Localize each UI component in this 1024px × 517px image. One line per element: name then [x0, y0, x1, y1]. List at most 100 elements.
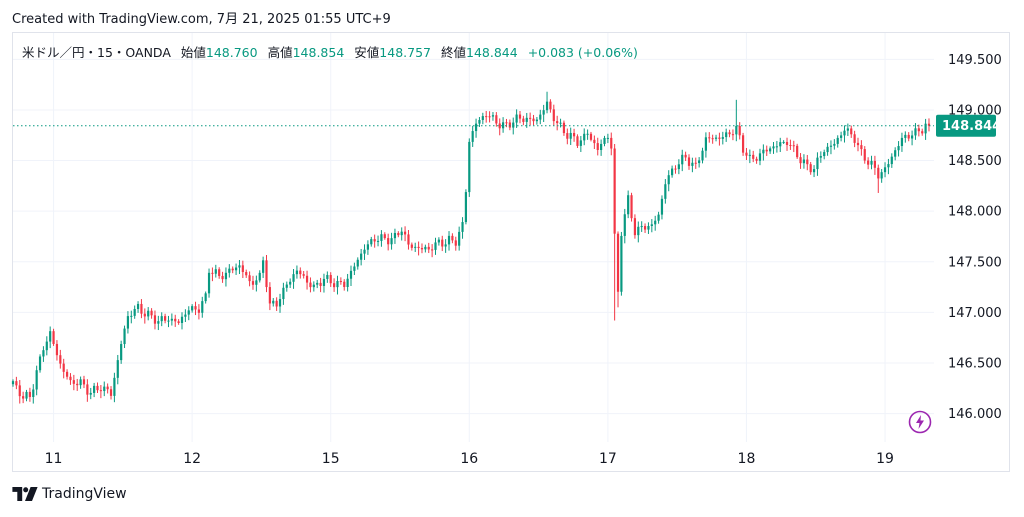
candle-body [806, 159, 809, 165]
candle-body [616, 233, 620, 292]
candle-body [569, 132, 572, 139]
candle-body [512, 122, 515, 128]
candle-body [221, 275, 224, 280]
candle-body [843, 130, 846, 136]
candle-body [461, 222, 464, 232]
candle-body [654, 220, 657, 225]
candle-body [731, 134, 735, 136]
candle-body [894, 150, 897, 157]
candle-body [782, 141, 785, 143]
candle-body [238, 265, 241, 268]
candle-body [245, 272, 248, 276]
candle-body [397, 232, 400, 236]
candle-body [772, 146, 775, 149]
candle-body [860, 145, 863, 150]
candle-body [714, 137, 718, 139]
candle-body [529, 117, 532, 119]
candle-body [522, 118, 525, 122]
candle-body [309, 282, 312, 288]
candle-body [255, 280, 258, 285]
candle-body [59, 355, 62, 364]
candle-body [640, 226, 643, 228]
candle-body [627, 195, 630, 215]
candle-body [572, 132, 576, 137]
candle-body [444, 244, 447, 247]
candle-body [576, 136, 579, 146]
candle-body [62, 363, 65, 372]
candle-body [373, 239, 376, 242]
candle-body [525, 117, 528, 122]
last-price-badge-bg [936, 114, 996, 137]
candle-body [823, 152, 826, 157]
candle-body [708, 137, 711, 139]
candle-body [431, 249, 434, 251]
candle-body [556, 121, 559, 124]
candle-body [819, 156, 822, 158]
candle-body [775, 146, 778, 148]
candle-body [633, 218, 637, 236]
footer-brand[interactable]: TradingView [12, 486, 127, 502]
candle-body [147, 310, 150, 317]
candle-body [360, 253, 363, 260]
price-axis: 149.500 149.000 148.500 148.000 147.500 147.0… [948, 53, 1002, 422]
candle-body [339, 281, 342, 283]
candle-body [762, 149, 765, 154]
high-label: 高値 [267, 45, 293, 60]
candle-body [877, 167, 880, 179]
candle-body [583, 133, 586, 141]
candle-body [434, 242, 437, 250]
candle-body [769, 148, 772, 152]
candle-body [15, 381, 18, 386]
candle-body [914, 128, 917, 136]
candle-body [867, 160, 870, 165]
candle-body [637, 226, 640, 236]
y-tick-label: 146.500 [948, 357, 1002, 372]
candle-body [55, 343, 59, 356]
low-value: 148.757 [379, 45, 431, 60]
candle-body [336, 281, 339, 288]
candle-body [802, 159, 806, 164]
candle-body [596, 143, 599, 150]
candle-body [187, 310, 190, 315]
candle-body [545, 101, 549, 111]
candle-body [549, 101, 552, 110]
candle-body [600, 143, 603, 150]
candle-body [65, 371, 69, 377]
candle-body [403, 231, 407, 235]
candle-body [779, 142, 782, 147]
candle-body [11, 381, 15, 385]
candle-body [153, 315, 157, 324]
candle-body [86, 384, 89, 395]
candle-body [312, 284, 315, 288]
candle-body [437, 239, 440, 243]
candle-body [887, 164, 890, 168]
candle-body [613, 148, 616, 234]
candle-body [22, 396, 25, 399]
candle-body [593, 139, 596, 144]
candle-body [120, 344, 123, 361]
candle-body [407, 234, 410, 245]
candle-body [755, 158, 758, 161]
candle-body [79, 379, 82, 386]
lightning-icon[interactable] [908, 410, 932, 434]
x-tick-label: 19 [876, 451, 894, 467]
candle-body [383, 234, 386, 239]
candle-body [904, 134, 907, 138]
candle-body [579, 140, 582, 146]
candle-body [535, 119, 538, 122]
candle-body [667, 175, 670, 185]
candle-body [278, 299, 282, 307]
candle-body [387, 238, 390, 245]
candle-body [471, 131, 474, 142]
low-label: 安値 [354, 45, 380, 60]
candle-body [900, 137, 904, 147]
candle-body [840, 135, 843, 138]
candle-body [38, 356, 42, 371]
candle-body [606, 137, 609, 139]
candle-body [69, 376, 72, 381]
candle-body [164, 316, 167, 321]
candle-body [789, 145, 792, 147]
candle-body [586, 133, 589, 135]
candle-body [353, 266, 356, 271]
